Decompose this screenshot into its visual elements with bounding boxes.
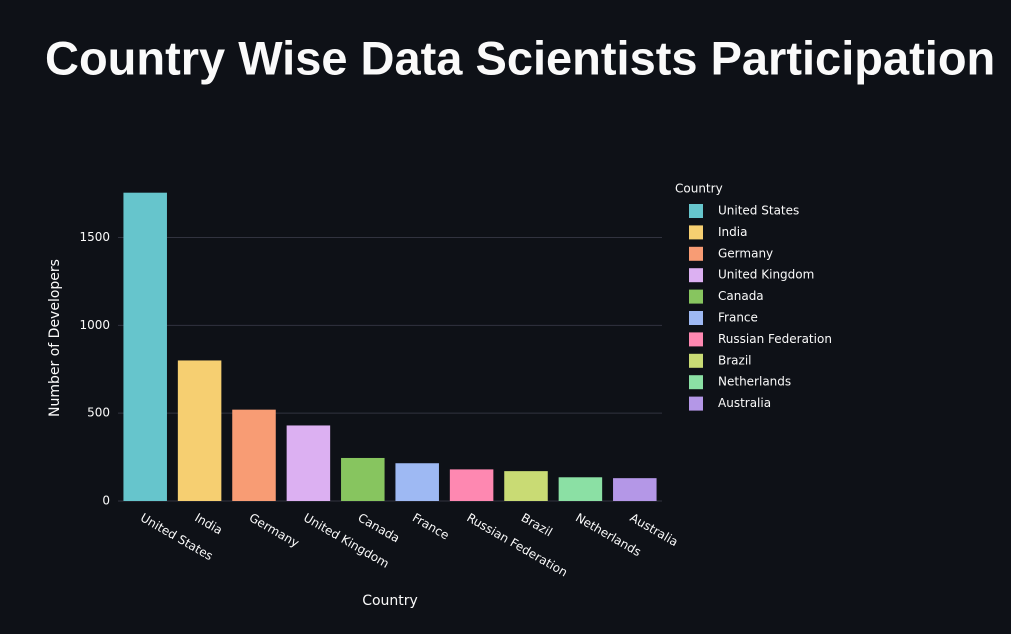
legend-swatch[interactable] [689, 311, 703, 325]
legend-swatch[interactable] [689, 246, 703, 261]
legend-label[interactable]: Australia [718, 396, 771, 410]
y-tick-label: 0 [102, 494, 110, 508]
x-tick-label: Canada [356, 511, 403, 546]
bar [613, 478, 657, 501]
legend-label[interactable]: Brazil [718, 353, 752, 367]
bar [504, 471, 548, 501]
bar [286, 425, 331, 501]
legend-label[interactable]: United States [718, 204, 799, 218]
legend-label[interactable]: India [718, 225, 747, 239]
legend-swatch[interactable] [689, 353, 703, 368]
legend-label[interactable]: Canada [718, 289, 764, 303]
x-tick-label: Russian Federation [464, 511, 570, 580]
bar [123, 192, 167, 501]
x-tick-label: Germany [247, 511, 302, 551]
legend-swatch[interactable] [689, 225, 703, 240]
legend-title: Country [675, 182, 723, 196]
bar [395, 463, 439, 501]
bar [232, 409, 276, 501]
legend-label[interactable]: Germany [718, 246, 773, 260]
legend-label[interactable]: France [718, 311, 758, 325]
bar [341, 457, 385, 501]
legend-swatch[interactable] [689, 332, 703, 347]
x-tick-label: France [410, 511, 452, 543]
x-tick-label: India [192, 511, 225, 538]
legend-label[interactable]: Netherlands [718, 375, 791, 389]
legend-swatch[interactable] [689, 375, 703, 390]
y-tick-label: 1000 [79, 318, 110, 332]
legend-label[interactable]: Russian Federation [718, 332, 832, 346]
legend-swatch[interactable] [689, 289, 703, 304]
x-axis-title: Country [362, 593, 418, 609]
y-axis-title: Number of Developers [47, 259, 63, 417]
y-tick-label: 1500 [79, 230, 110, 244]
legend-swatch[interactable] [689, 396, 703, 411]
legend-swatch[interactable] [689, 204, 703, 218]
bar [177, 360, 222, 501]
legend-swatch[interactable] [689, 268, 703, 283]
chart-title: Country Wise Data Scientists Participati… [45, 31, 995, 84]
bar [449, 469, 494, 501]
legend-label[interactable]: United Kingdom [718, 268, 814, 282]
x-tick-label: Brazil [519, 511, 555, 540]
bar [558, 477, 603, 501]
y-tick-label: 500 [87, 406, 110, 420]
